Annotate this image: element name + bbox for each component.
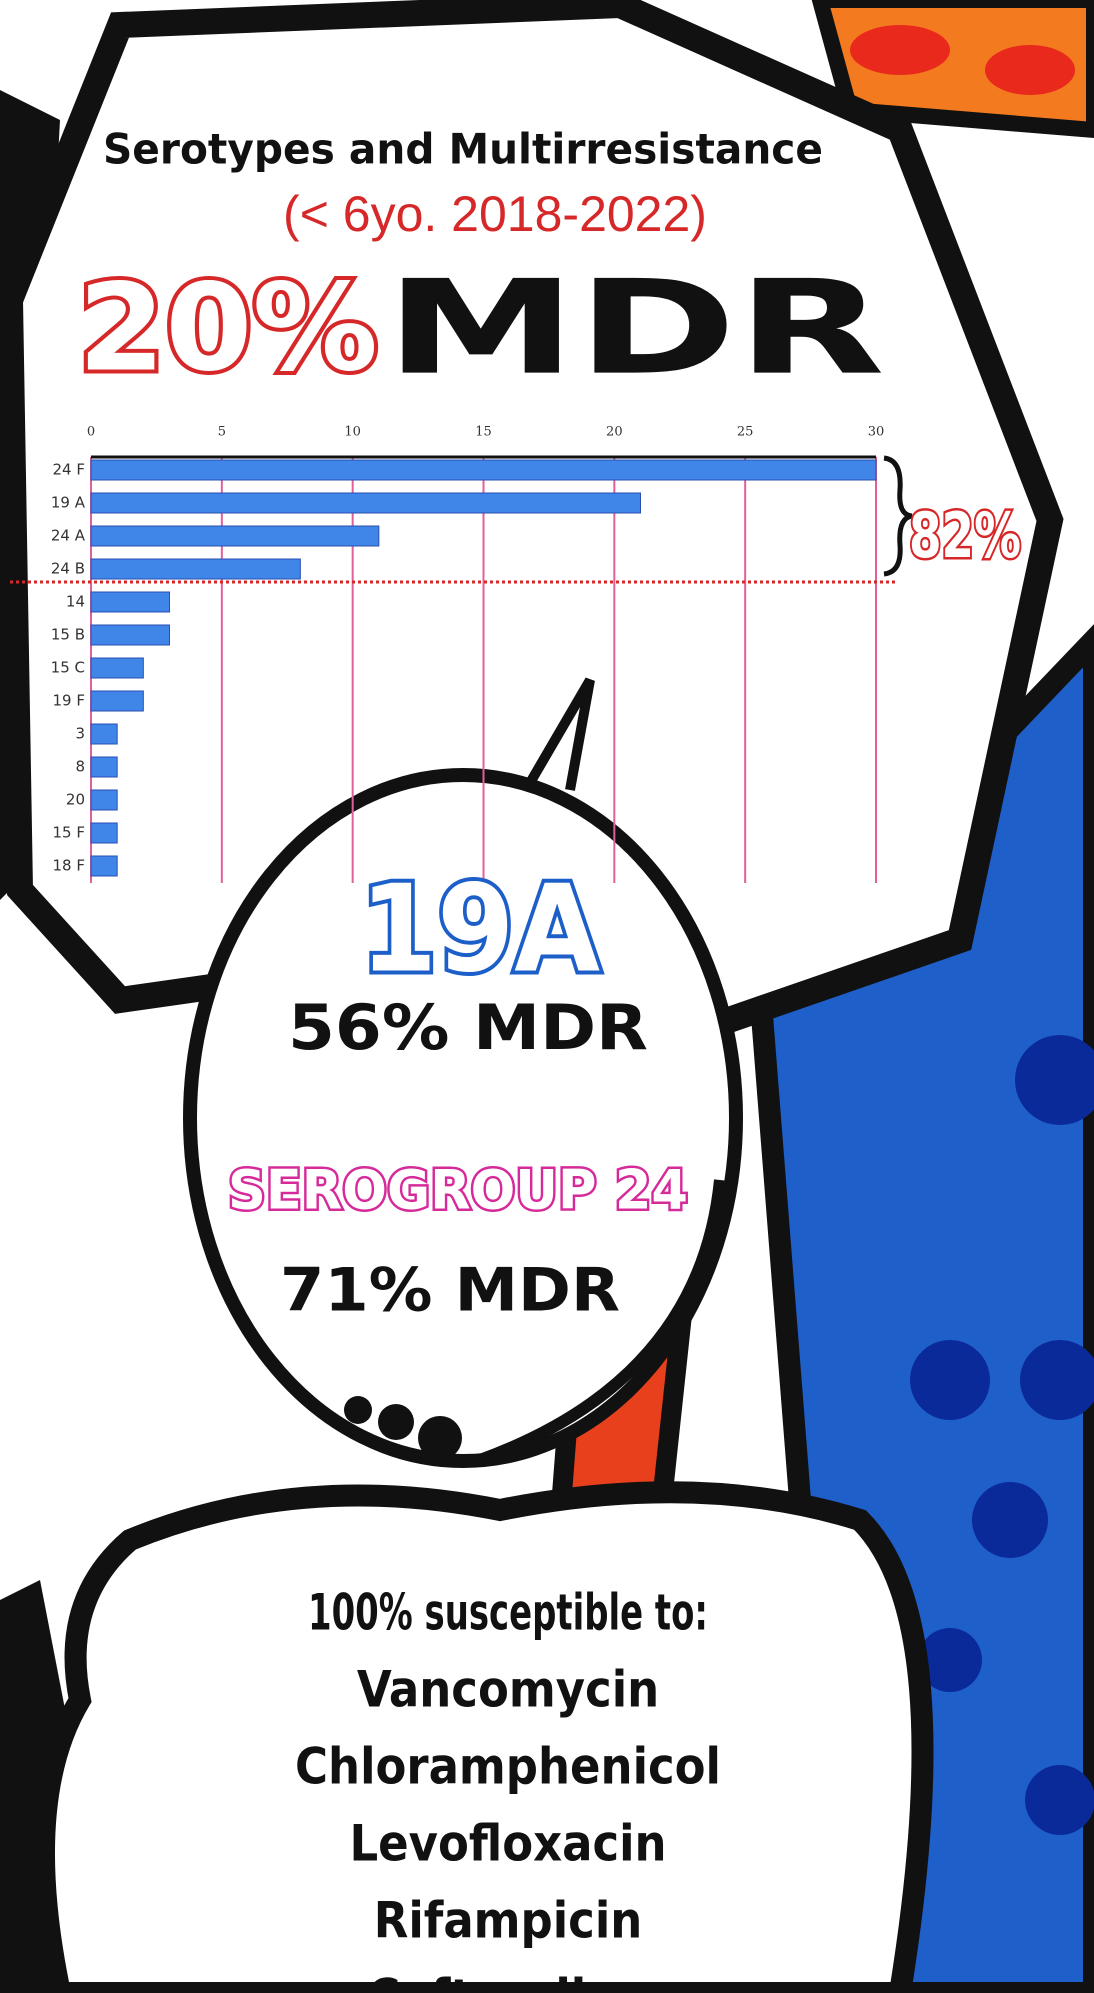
bracket-label: 82% bbox=[909, 499, 1021, 572]
y-tick-label: 14 bbox=[66, 593, 85, 611]
bar bbox=[90, 558, 301, 580]
y-tick-label: 24 B bbox=[51, 560, 85, 578]
x-tick-label: 25 bbox=[737, 425, 754, 440]
list-heading: 100% susceptible to: bbox=[308, 1584, 708, 1642]
drug-name: Levofloxacin bbox=[349, 1815, 666, 1873]
y-tick-label: 24 F bbox=[53, 461, 85, 479]
bar bbox=[90, 657, 144, 679]
bar bbox=[90, 525, 380, 547]
x-tick-label: 5 bbox=[218, 425, 226, 440]
bubble-serotype: 19A bbox=[360, 861, 600, 1000]
x-tick-label: 10 bbox=[344, 425, 361, 440]
y-tick-label: 3 bbox=[75, 725, 85, 743]
bar bbox=[90, 855, 118, 877]
bar bbox=[90, 459, 877, 481]
bar bbox=[90, 789, 118, 811]
bar bbox=[90, 756, 118, 778]
bar bbox=[90, 591, 170, 613]
headline-label: MDR bbox=[385, 252, 885, 404]
y-tick-label: 19 A bbox=[51, 494, 86, 512]
drug-name: Ceftaroline bbox=[367, 1969, 648, 1993]
x-tick-label: 30 bbox=[868, 425, 885, 440]
x-tick-label: 0 bbox=[87, 425, 95, 440]
susceptibility-list: 100% susceptible to: Vancomycin Chloramph… bbox=[295, 1584, 721, 1993]
y-tick-label: 24 A bbox=[51, 527, 86, 545]
drug-name: Vancomycin bbox=[357, 1661, 659, 1719]
bubble-serogroup-mdr: 71% MDR bbox=[280, 1256, 620, 1326]
y-tick-label: 15 C bbox=[51, 659, 85, 677]
drug-name: Chloramphenicol bbox=[295, 1738, 721, 1796]
bubble-serogroup: SEROGROUP 24 bbox=[228, 1159, 688, 1222]
bar bbox=[90, 723, 118, 745]
bar bbox=[90, 822, 118, 844]
bar bbox=[90, 624, 170, 646]
chart-title: Serotypes and Multirresistance bbox=[103, 125, 823, 174]
bubble-serotype-mdr: 56% MDR bbox=[288, 991, 648, 1064]
bracket bbox=[883, 455, 913, 577]
y-tick-label: 19 F bbox=[53, 692, 85, 710]
bar bbox=[90, 690, 144, 712]
y-tick-label: 8 bbox=[75, 758, 85, 776]
bar bbox=[90, 492, 641, 514]
y-tick-label: 15 F bbox=[53, 824, 85, 842]
bar-chart: 0 5 10 15 20 25 30 24 F 19 A 24 A 24 B 14 15 B 15 C 19… bbox=[51, 425, 885, 883]
y-tick-label: 20 bbox=[66, 791, 85, 809]
drug-name: Rifampicin bbox=[374, 1892, 643, 1950]
headline-value: 20% bbox=[78, 260, 378, 399]
x-tick-label: 15 bbox=[475, 425, 492, 440]
y-tick-label: 15 B bbox=[51, 626, 85, 644]
y-tick-label: 18 F bbox=[53, 857, 85, 875]
chart-subtitle: (< 6yo. 2018-2022) bbox=[283, 186, 707, 242]
x-tick-label: 20 bbox=[606, 425, 623, 440]
